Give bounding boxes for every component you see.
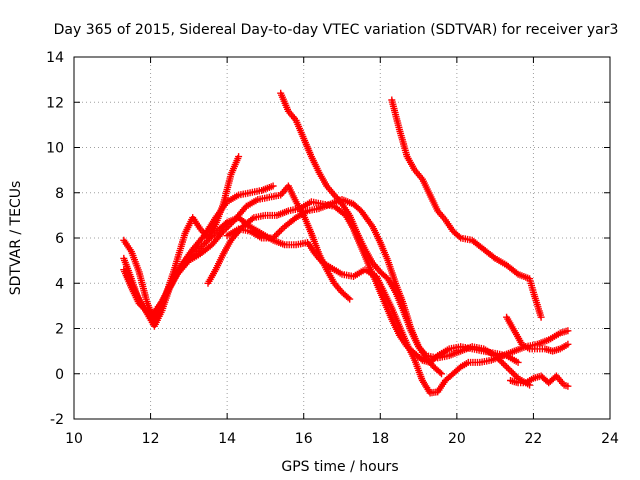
y-tick-label: 14 — [46, 50, 64, 66]
series-markers — [503, 313, 572, 355]
series-track-8 — [388, 96, 545, 321]
y-axis-label: SDTVAR / TECUs — [8, 181, 24, 296]
series-markers — [277, 89, 445, 378]
x-tick-label: 24 — [601, 431, 619, 447]
series-markers — [507, 372, 572, 390]
x-tick-label: 14 — [218, 431, 236, 447]
series-track-9 — [503, 313, 572, 355]
y-tick-label: 12 — [46, 95, 64, 111]
y-tick-label: 2 — [55, 322, 64, 338]
x-tick-label: 22 — [525, 431, 543, 447]
x-ticks: 10 12 14 16 18 20 22 24 — [65, 57, 619, 447]
series-track-7 — [277, 89, 445, 378]
y-tick-label: 8 — [55, 186, 64, 202]
y-tick-label: 10 — [46, 141, 64, 157]
x-axis-label: GPS time / hours — [281, 459, 398, 475]
x-tick-label: 16 — [295, 431, 313, 447]
y-tick-label: 6 — [55, 231, 64, 247]
series-track-10 — [507, 372, 572, 390]
y-ticks: -2 0 2 4 6 8 10 12 14 — [46, 50, 610, 428]
chart-title: Day 365 of 2015, Sidereal Day-to-day VTE… — [54, 22, 619, 38]
x-tick-label: 10 — [65, 431, 83, 447]
marks — [120, 89, 572, 397]
y-tick-label: 0 — [55, 367, 64, 383]
series-markers — [388, 96, 545, 321]
x-tick-label: 18 — [371, 431, 389, 447]
x-tick-label: 12 — [142, 431, 160, 447]
x-tick-label: 20 — [448, 431, 466, 447]
y-tick-label: 4 — [55, 276, 64, 292]
y-tick-label: -2 — [50, 412, 64, 428]
